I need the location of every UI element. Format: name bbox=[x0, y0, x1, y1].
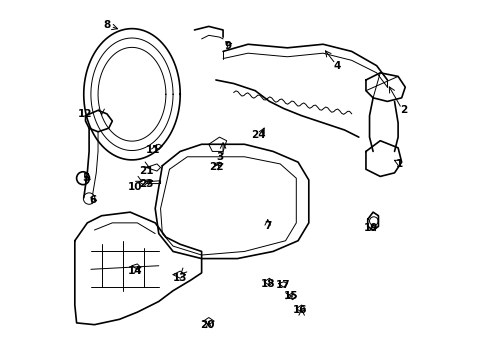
Text: 21: 21 bbox=[139, 166, 153, 176]
Text: 19: 19 bbox=[364, 223, 378, 233]
Text: 22: 22 bbox=[208, 162, 223, 172]
Text: 3: 3 bbox=[215, 152, 223, 162]
Text: 8: 8 bbox=[103, 19, 110, 30]
Text: 23: 23 bbox=[139, 179, 153, 189]
Text: 18: 18 bbox=[260, 279, 274, 289]
Text: 20: 20 bbox=[199, 320, 214, 330]
Text: 7: 7 bbox=[264, 221, 271, 231]
Text: 17: 17 bbox=[275, 280, 289, 291]
Text: 9: 9 bbox=[224, 41, 231, 51]
Text: 16: 16 bbox=[292, 305, 306, 315]
Text: 13: 13 bbox=[173, 273, 187, 283]
Text: 12: 12 bbox=[78, 109, 93, 119]
Text: 10: 10 bbox=[128, 182, 142, 192]
Text: 5: 5 bbox=[82, 173, 89, 183]
Text: 4: 4 bbox=[333, 61, 340, 71]
Text: 15: 15 bbox=[283, 291, 298, 301]
Text: 2: 2 bbox=[399, 105, 406, 115]
Text: 24: 24 bbox=[251, 130, 265, 140]
Text: 6: 6 bbox=[89, 195, 96, 204]
Text: 1: 1 bbox=[395, 159, 403, 169]
Text: 11: 11 bbox=[146, 145, 161, 155]
Text: 14: 14 bbox=[128, 266, 142, 276]
